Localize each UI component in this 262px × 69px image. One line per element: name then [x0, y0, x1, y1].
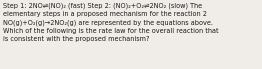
Text: Step 1: 2NO⇌(NO)₂ (fast) Step 2: (NO)₂+O₂⇌2NO₂ (slow) The
elementary steps in a : Step 1: 2NO⇌(NO)₂ (fast) Step 2: (NO)₂+O… — [3, 2, 219, 42]
